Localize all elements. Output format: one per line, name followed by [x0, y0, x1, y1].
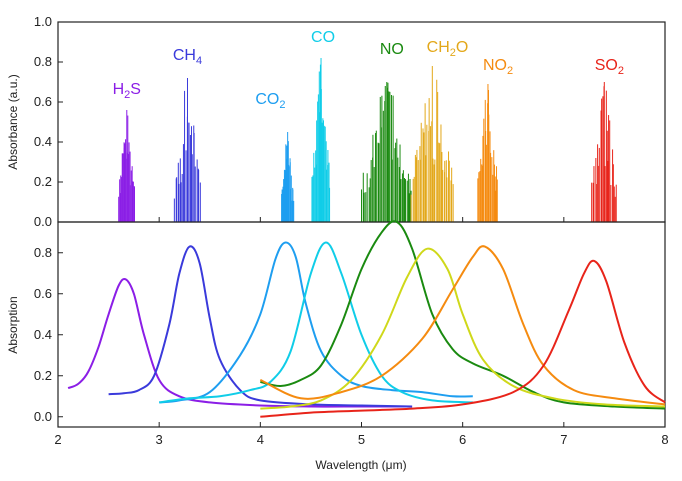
bottom-panel: 0.0 0.2 0.4 0.6 0.8 2 3 4 5 6 7 8 Absorption Wavele…: [6, 220, 669, 472]
x-tick-label: 2: [54, 432, 61, 447]
band-co2: [281, 132, 295, 222]
band-ch2o: [410, 66, 454, 222]
x-tick-label: 5: [358, 432, 365, 447]
band-co: [311, 58, 331, 222]
bottom-axes: 0.0 0.2 0.4 0.6 0.8 2 3 4 5 6 7 8: [34, 245, 669, 447]
gas-label-h2s: H2S: [113, 81, 141, 101]
gas-labels: H2S CH4 CO2 CO NO CH2O NO2 SO2: [113, 29, 624, 111]
curve-co2: [159, 241, 473, 404]
x-tick-label: 7: [560, 432, 567, 447]
bottom-y-tick-label: 0.2: [34, 368, 52, 383]
absorbance-bands: [118, 58, 617, 222]
bottom-panel-frame: [57, 221, 666, 428]
curve-co: [159, 241, 473, 404]
curve-ch4: [108, 245, 413, 408]
top-y-tick-label: 0.6: [34, 94, 52, 109]
band-ch4: [173, 78, 201, 222]
top-y-tick-label: 0.2: [34, 174, 52, 189]
gas-label-no2: NO2: [483, 57, 513, 77]
top-y-tick-label: 0.0: [34, 214, 52, 229]
curve-no2: [259, 245, 666, 406]
band-no: [361, 82, 412, 222]
gas-label-ch2o: CH2O: [427, 39, 469, 59]
band-h2s: [118, 110, 136, 222]
top-y-tick-label: 0.4: [34, 134, 52, 149]
gas-label-so2: SO2: [595, 57, 624, 77]
gas-label-co: CO: [311, 29, 335, 46]
gas-label-ch4: CH4: [173, 47, 202, 67]
curve-ch2o: [260, 247, 666, 410]
absorption-curves: [67, 220, 666, 418]
band-no2: [477, 84, 498, 222]
bottom-y-tick-label: 0.8: [34, 245, 52, 260]
top-y-axis: 0.0 0.2 0.4 0.6 0.8 1.0: [34, 14, 666, 229]
bottom-y-tick-label: 0.4: [34, 327, 52, 342]
bottom-y-tick-label: 0.6: [34, 286, 52, 301]
top-panel: 0.0 0.2 0.4 0.6 0.8 1.0 H2S CH4 CO2 CO NO CH2O NO2 S…: [6, 14, 666, 229]
x-tick-label: 6: [459, 432, 466, 447]
top-y-axis-title: Absorbance (a.u.): [6, 74, 20, 169]
x-tick-label: 4: [257, 432, 264, 447]
band-so2: [591, 82, 617, 222]
curve-so2: [260, 259, 666, 418]
gas-label-co2: CO2: [255, 91, 285, 111]
top-y-tick-label: 0.8: [34, 54, 52, 69]
x-tick-label: 8: [661, 432, 668, 447]
x-tick-label: 3: [156, 432, 163, 447]
gas-label-no: NO: [380, 41, 404, 58]
bottom-y-tick-label: 0.0: [34, 409, 52, 424]
bottom-y-axis-title: Absorption: [6, 296, 20, 353]
curve-h2s: [67, 277, 413, 408]
x-axis-title: Wavelength (μm): [315, 458, 406, 472]
top-y-tick-label: 1.0: [34, 14, 52, 29]
